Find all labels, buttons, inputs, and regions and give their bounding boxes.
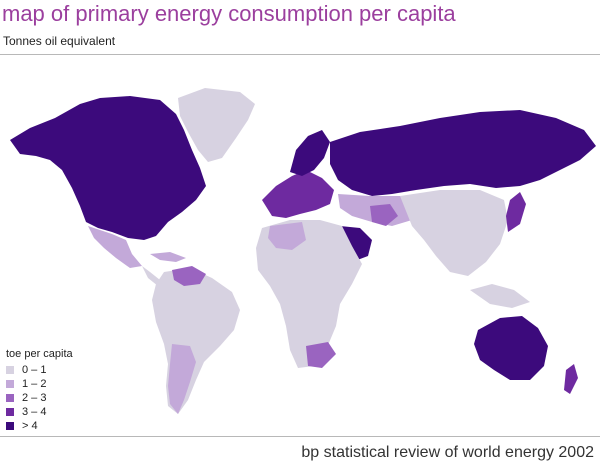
legend-label: 3 – 4: [22, 406, 47, 418]
legend-swatch: [6, 366, 14, 374]
page-title: map of primary energy consumption per ca…: [2, 1, 456, 26]
legend-swatch: [6, 394, 14, 402]
region-australia: [474, 316, 548, 380]
region-new-zealand: [564, 364, 578, 394]
region-asia: [400, 190, 508, 276]
legend-item: 0 – 1: [6, 363, 73, 377]
region-south-africa: [306, 342, 336, 368]
legend-label: 1 – 2: [22, 378, 47, 390]
region-iran: [370, 204, 398, 226]
region-venezuela: [172, 266, 206, 286]
legend-title: toe per capita: [6, 348, 73, 360]
region-caribbean: [150, 252, 186, 262]
region-argentina: [168, 344, 196, 414]
region-scandinavia: [290, 130, 330, 176]
legend-swatch: [6, 380, 14, 388]
region-south-america: [152, 268, 240, 414]
units-subtitle: Tonnes oil equivalent: [3, 34, 116, 48]
legend-item: > 4: [6, 419, 73, 433]
source-footer: bp statistical review of world energy 20…: [301, 444, 594, 461]
bottom-divider: [0, 436, 600, 437]
legend-item: 2 – 3: [6, 391, 73, 405]
legend: toe per capita 0 – 1 1 – 2 2 – 3 3 – 4 >…: [6, 348, 73, 433]
region-russia: [330, 110, 596, 196]
legend-label: 0 – 1: [22, 364, 47, 376]
region-greenland: [178, 88, 255, 162]
legend-item: 3 – 4: [6, 405, 73, 419]
region-africa: [256, 220, 362, 368]
legend-swatch: [6, 422, 14, 430]
world-map: [10, 88, 596, 414]
legend-swatch: [6, 408, 14, 416]
legend-label: > 4: [22, 420, 38, 432]
top-divider: [0, 54, 600, 55]
region-north-america: [10, 96, 206, 240]
legend-label: 2 – 3: [22, 392, 47, 404]
legend-item: 1 – 2: [6, 377, 73, 391]
region-north-africa: [268, 222, 306, 250]
region-europe: [262, 170, 334, 218]
region-southeast-asia: [470, 284, 530, 308]
region-japan: [506, 192, 526, 232]
region-mexico: [88, 226, 142, 268]
